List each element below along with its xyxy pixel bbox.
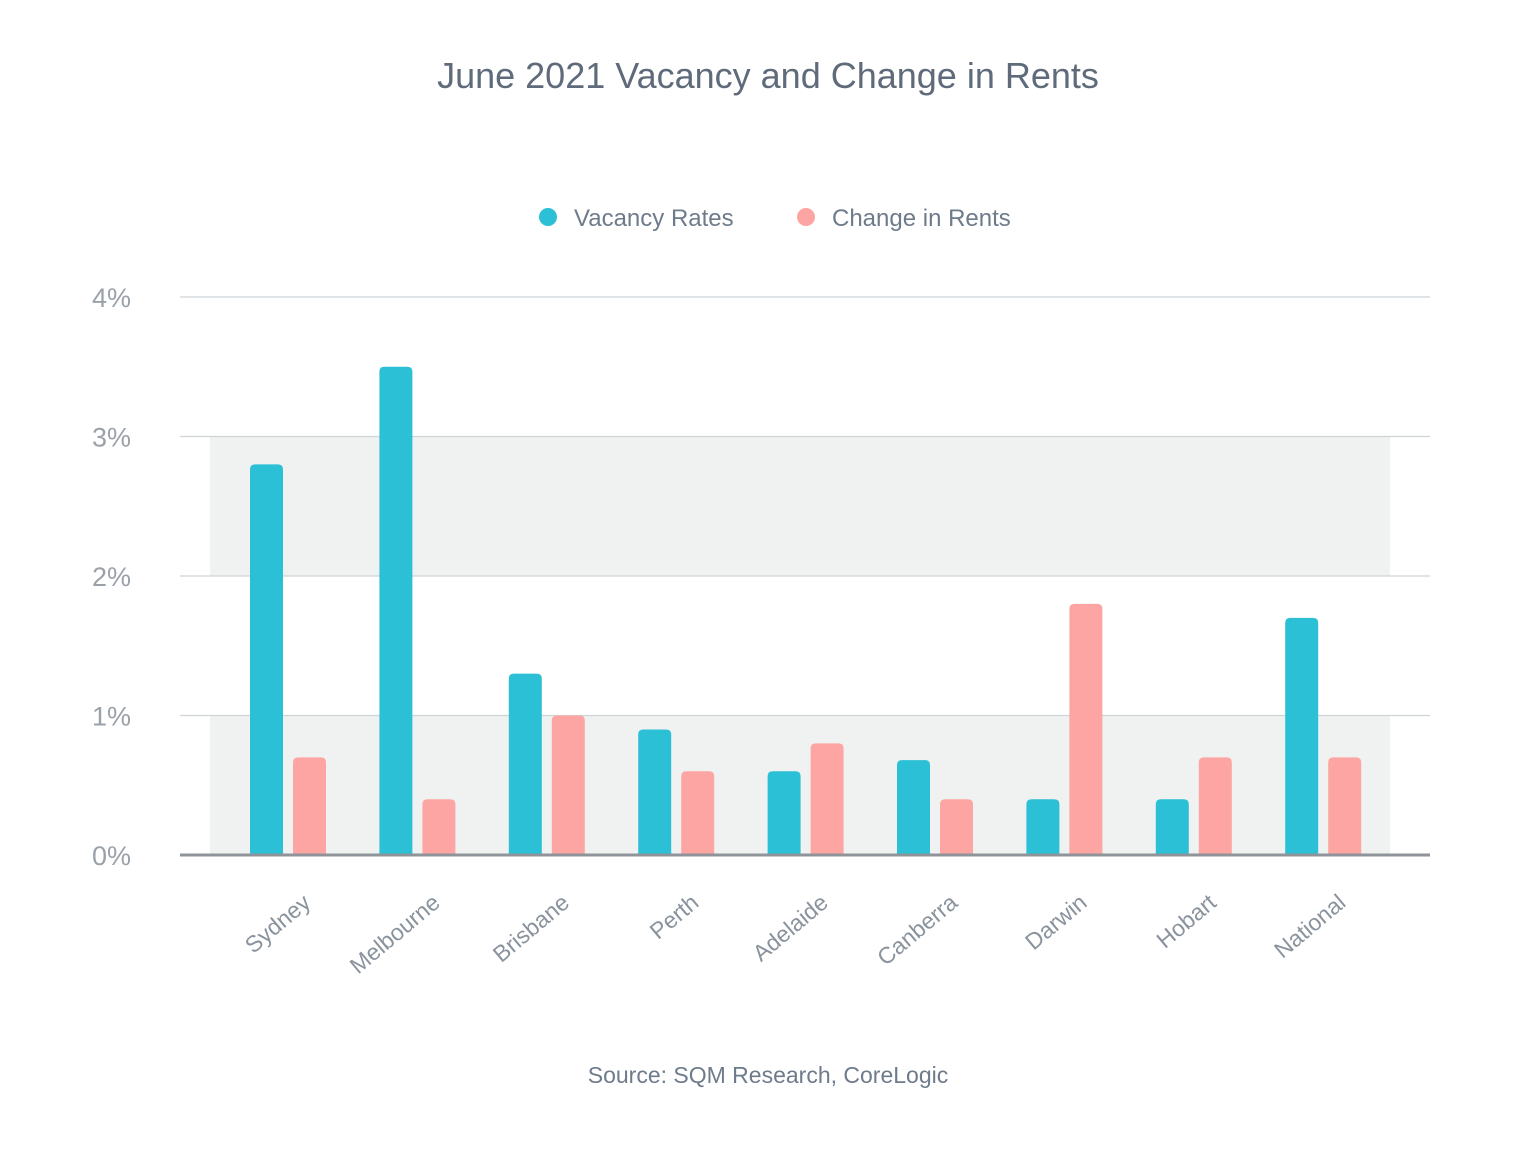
x-tick-label-national: National [1269,889,1350,963]
x-tick-label-melbourne: Melbourne [345,889,445,979]
x-tick-label-hobart: Hobart [1151,889,1221,954]
bar-darwin-vacancy [1026,799,1060,855]
source-note: Source: SQM Research, CoreLogic [588,1062,949,1088]
bar-sydney-vacancy [250,464,283,855]
bar-hobart-vacancy [1155,799,1189,855]
bar-adelaide-vacancy [767,771,801,855]
x-tick-label-perth: Perth [645,889,704,944]
legend-swatch-0 [539,208,557,226]
bar-perth-rents [681,771,715,855]
bar-brisbane-vacancy [508,673,542,855]
y-tick-label-4: 4% [92,283,131,313]
x-tick-label-sydney: Sydney [240,889,316,959]
x-axis-labels: Sydney Melbourne Brisbane Perth Adelaide Canb… [240,889,1351,979]
legend-label-1: Change in Rents [832,205,1011,232]
x-tick-label-darwin: Darwin [1020,889,1092,955]
y-axis-ticks: 0% 1% 2% 3% 4% [92,283,131,871]
bar-melbourne-rents [422,799,456,855]
legend-swatch-1 [797,208,815,226]
x-tick-label-brisbane: Brisbane [488,889,574,967]
x-tick-label-adelaide: Adelaide [748,889,833,966]
y-tick-label-0: 0% [92,841,131,871]
bar-canberra-rents [940,799,973,855]
legend-label-0: Vacancy Rates [574,205,734,232]
bars [250,366,1362,855]
bar-adelaide-rents [810,743,844,855]
bar-darwin-rents [1069,603,1103,855]
chart-title: June 2021 Vacancy and Change in Rents [437,55,1099,96]
bar-hobart-rents [1198,757,1232,855]
bar-canberra-vacancy [897,760,930,855]
bar-national-vacancy [1285,617,1319,855]
bar-brisbane-rents [551,715,585,855]
bar-perth-vacancy [638,729,672,855]
x-tick-label-canberra: Canberra [872,889,962,971]
y-tick-label-1: 1% [92,702,131,732]
y-tick-label-2: 2% [92,562,131,592]
bar-national-rents [1328,757,1362,855]
legend: Vacancy Rates Change in Rents [539,205,1011,232]
bar-melbourne-vacancy [379,366,413,855]
y-tick-label-3: 3% [92,423,131,453]
bar-sydney-rents [293,757,326,855]
